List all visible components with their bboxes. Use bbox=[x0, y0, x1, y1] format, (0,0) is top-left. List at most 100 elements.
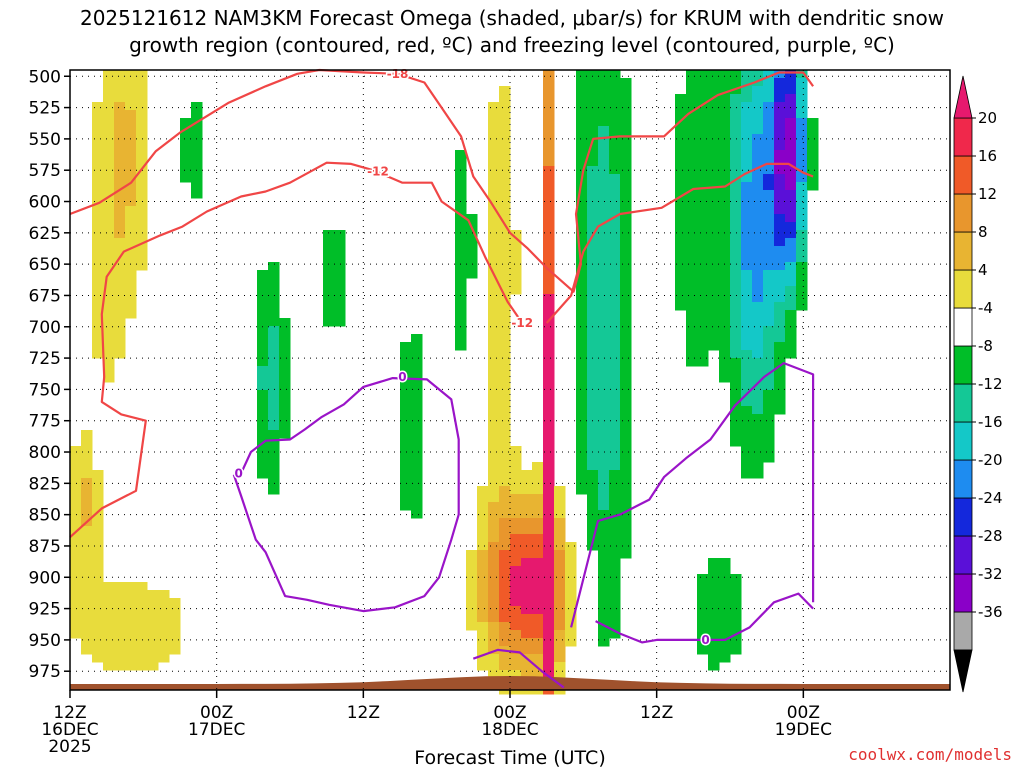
omega-cell bbox=[730, 238, 742, 247]
colorbar-label: 4 bbox=[978, 261, 988, 279]
omega-cell bbox=[114, 166, 126, 175]
omega-cell bbox=[598, 502, 610, 511]
omega-cell bbox=[587, 366, 599, 375]
omega-cell bbox=[510, 606, 522, 615]
contour-dgz_-12C bbox=[69, 161, 524, 539]
omega-cell bbox=[543, 510, 555, 519]
omega-cell bbox=[719, 94, 731, 103]
omega-cell bbox=[708, 278, 720, 287]
omega-cell bbox=[796, 110, 808, 119]
omega-cell bbox=[576, 326, 588, 335]
omega-cell bbox=[400, 358, 412, 367]
omega-cell bbox=[279, 398, 291, 407]
omega-cell bbox=[114, 142, 126, 151]
omega-cell bbox=[609, 326, 621, 335]
omega-cell bbox=[477, 494, 489, 503]
omega-cell bbox=[400, 390, 412, 399]
omega-cell bbox=[609, 398, 621, 407]
omega-cell bbox=[708, 150, 720, 159]
omega-cell bbox=[499, 350, 511, 359]
omega-cell bbox=[719, 110, 731, 119]
omega-cell bbox=[719, 342, 731, 351]
omega-cell bbox=[268, 414, 280, 423]
omega-cell bbox=[323, 318, 335, 327]
omega-cell bbox=[499, 574, 511, 583]
omega-cell bbox=[752, 438, 764, 447]
omega-cell bbox=[499, 398, 511, 407]
omega-cell bbox=[136, 118, 148, 127]
omega-cell bbox=[554, 510, 566, 519]
omega-cell bbox=[488, 550, 500, 559]
omega-cell bbox=[543, 294, 555, 303]
omega-cell bbox=[180, 150, 192, 159]
omega-cell bbox=[708, 654, 720, 663]
omega-cell bbox=[796, 246, 808, 255]
omega-cell bbox=[510, 590, 522, 599]
omega-cell bbox=[543, 438, 555, 447]
omega-cell bbox=[708, 262, 720, 271]
omega-cell bbox=[763, 270, 775, 279]
omega-cell bbox=[598, 294, 610, 303]
omega-cell bbox=[576, 310, 588, 319]
omega-cell bbox=[620, 542, 632, 551]
omega-cell bbox=[785, 198, 797, 207]
omega-cell bbox=[708, 582, 720, 591]
omega-cell bbox=[70, 462, 82, 471]
omega-cell bbox=[620, 142, 632, 151]
omega-cell bbox=[257, 430, 269, 439]
omega-cell bbox=[796, 302, 808, 311]
omega-cell bbox=[719, 654, 731, 663]
omega-cell bbox=[455, 254, 467, 263]
omega-cell bbox=[334, 318, 346, 327]
omega-cell bbox=[477, 630, 489, 639]
omega-cell bbox=[697, 582, 709, 591]
omega-cell bbox=[785, 294, 797, 303]
omega-cell bbox=[488, 310, 500, 319]
omega-cell bbox=[576, 454, 588, 463]
omega-cell bbox=[609, 174, 621, 183]
omega-cell bbox=[763, 254, 775, 263]
omega-cell bbox=[785, 190, 797, 199]
omega-cell bbox=[543, 582, 555, 591]
omega-cell bbox=[587, 190, 599, 199]
omega-cell bbox=[774, 198, 786, 207]
omega-cell bbox=[400, 398, 412, 407]
omega-cell bbox=[697, 334, 709, 343]
omega-cell bbox=[136, 78, 148, 87]
omega-cell bbox=[521, 646, 533, 655]
omega-cell bbox=[598, 494, 610, 503]
omega-cell bbox=[785, 238, 797, 247]
omega-cell bbox=[796, 270, 808, 279]
omega-cell bbox=[92, 326, 104, 335]
omega-cell bbox=[697, 142, 709, 151]
omega-cell bbox=[92, 614, 104, 623]
omega-cell bbox=[587, 278, 599, 287]
omega-cell bbox=[609, 246, 621, 255]
y-tick-label: 750 bbox=[29, 380, 61, 400]
omega-cell bbox=[741, 374, 753, 383]
omega-cell bbox=[81, 638, 93, 647]
omega-cell bbox=[752, 94, 764, 103]
omega-cell bbox=[125, 222, 137, 231]
omega-cell bbox=[763, 446, 775, 455]
omega-cell bbox=[268, 398, 280, 407]
omega-cell bbox=[774, 142, 786, 151]
omega-cell bbox=[763, 454, 775, 463]
omega-cell bbox=[576, 478, 588, 487]
omega-cell bbox=[543, 390, 555, 399]
omega-cell bbox=[719, 334, 731, 343]
omega-cell bbox=[543, 382, 555, 391]
omega-cell bbox=[499, 198, 511, 207]
omega-cell bbox=[125, 638, 137, 647]
omega-cell bbox=[587, 318, 599, 327]
omega-cell bbox=[719, 134, 731, 143]
omega-cell bbox=[587, 518, 599, 527]
omega-cell bbox=[785, 70, 797, 79]
omega-cell bbox=[268, 278, 280, 287]
contour-dgz_-12C_east bbox=[545, 162, 814, 324]
omega-cell bbox=[763, 222, 775, 231]
omega-cell bbox=[752, 246, 764, 255]
omega-cell bbox=[697, 310, 709, 319]
omega-cell bbox=[741, 166, 753, 175]
